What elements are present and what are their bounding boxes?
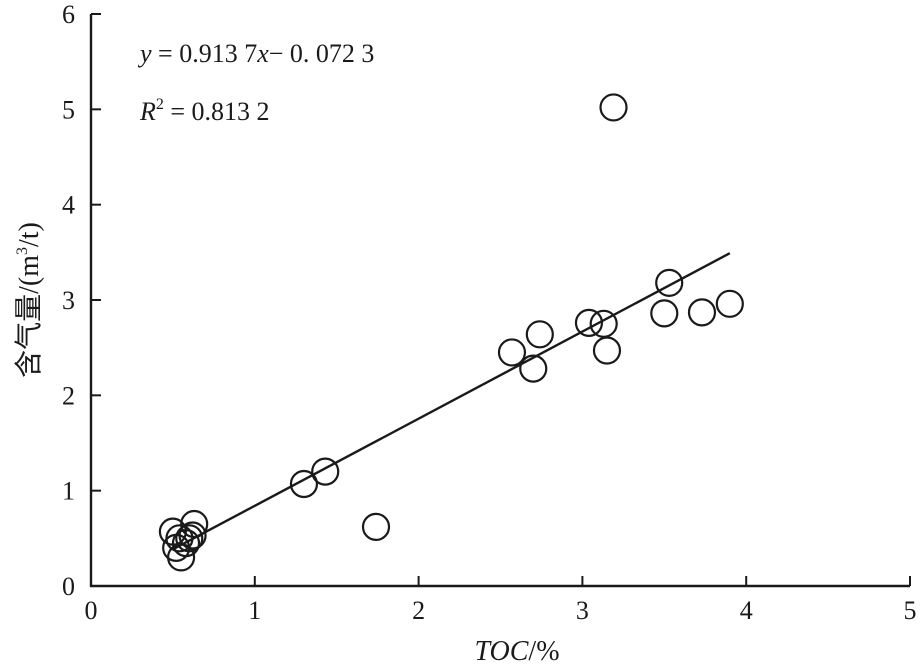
data-point bbox=[171, 528, 201, 558]
data-point bbox=[497, 338, 527, 367]
data-point bbox=[178, 521, 207, 550]
x-tick-label: 4 bbox=[740, 596, 753, 625]
x-tick-label: 5 bbox=[904, 596, 917, 625]
data-point bbox=[361, 512, 391, 541]
y-axis-title-sup: 3 bbox=[14, 247, 31, 255]
y-tick-label: 1 bbox=[62, 477, 75, 506]
y-tick-label: 5 bbox=[62, 95, 75, 124]
data-point bbox=[574, 308, 604, 337]
x-axis-title-rest: /% bbox=[528, 636, 559, 665]
y-tick-label: 6 bbox=[62, 0, 75, 29]
x-axis-title-italic: TOC bbox=[474, 636, 528, 665]
regression-line bbox=[172, 252, 731, 551]
y-tick-label: 0 bbox=[62, 572, 75, 601]
y-axis-title-base: 含气量/(m bbox=[13, 255, 45, 378]
regression-equation: y = 0.913 7x− 0. 072 3 bbox=[137, 39, 374, 68]
equation-y-var: y bbox=[137, 39, 152, 68]
r-squared: R2 = 0.813 2 bbox=[139, 96, 270, 126]
y-axis-title-tail: /t) bbox=[14, 222, 45, 247]
data-point bbox=[519, 354, 548, 383]
data-point bbox=[592, 336, 622, 365]
x-tick-label: 3 bbox=[576, 596, 589, 625]
data-point bbox=[599, 93, 628, 122]
data-point bbox=[175, 524, 204, 553]
equation-slope: = 0.913 7 bbox=[152, 39, 258, 68]
r-squared-value: = 0.813 2 bbox=[164, 97, 270, 126]
y-tick-label: 2 bbox=[62, 381, 75, 410]
x-axis-title: TOC/% bbox=[474, 636, 559, 665]
data-point bbox=[311, 457, 340, 486]
x-axis-ticks: 0 1 2 3 4 5 bbox=[85, 576, 917, 625]
data-point bbox=[687, 298, 717, 327]
data-point bbox=[166, 543, 196, 572]
x-tick-label: 2 bbox=[412, 596, 425, 625]
y-tick-label: 3 bbox=[62, 286, 75, 315]
x-tick-label: 0 bbox=[85, 596, 98, 625]
y-axis-ticks: 0 1 2 3 4 5 6 bbox=[62, 0, 101, 601]
equation-x-var: x bbox=[256, 39, 269, 68]
data-point bbox=[715, 289, 744, 318]
y-axis-title: 含气量/(m3/t) bbox=[13, 222, 45, 378]
data-point bbox=[525, 320, 554, 349]
data-point bbox=[180, 509, 209, 539]
data-point bbox=[165, 524, 194, 553]
equation-intercept: − 0. 072 3 bbox=[269, 39, 375, 68]
x-tick-label: 1 bbox=[248, 596, 261, 625]
data-point bbox=[655, 268, 684, 297]
data-points bbox=[158, 93, 744, 572]
y-tick-label: 4 bbox=[62, 191, 75, 220]
r-squared-sup: 2 bbox=[156, 96, 164, 113]
data-point bbox=[289, 469, 319, 499]
data-point bbox=[650, 299, 679, 328]
r-squared-var: R bbox=[139, 97, 156, 126]
